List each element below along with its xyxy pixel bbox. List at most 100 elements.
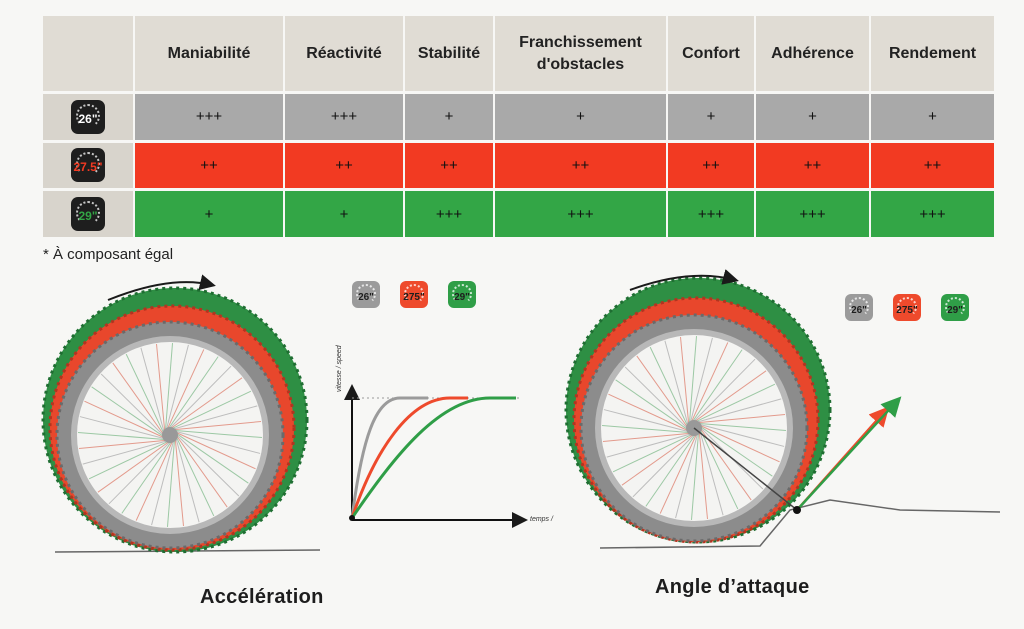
wheel-acceleration-icon [41,274,321,554]
origin-dot [349,515,355,521]
tire-29-tread [41,286,309,554]
spoke [164,342,174,432]
spoke [649,346,689,428]
tire-26-tread [579,313,809,543]
spoke [693,370,767,423]
rotation-arrow-icon [629,269,739,291]
table-cell: +++ [135,94,285,143]
spoke [108,440,172,505]
curve-29 [350,396,516,519]
spoke [166,438,176,528]
spoke [691,349,743,423]
header-maniabilite: Maniabilité [135,16,285,94]
table-cell: +++ [668,191,756,240]
spoke [166,349,205,431]
spoke [175,432,249,484]
spoke [174,430,261,454]
spoke [699,428,739,510]
legend-29-icon: 29" [941,294,969,321]
spoke [690,431,700,521]
spoke [100,373,165,437]
table-cell: + [871,94,996,143]
spoke [698,430,708,520]
tire-275-tread [48,304,296,552]
table-cell: ++ [756,142,871,192]
header-franchissement: Franchissement d'obstacles [495,16,668,94]
spoke [695,398,782,423]
header-confort: Confort [668,16,756,94]
spoke [173,429,263,439]
spoke [175,435,215,517]
x-axis-label: temps / [530,516,553,523]
spoke [612,433,694,473]
spoke [84,400,166,439]
spoke [174,437,184,527]
header-adherence: Adhérence [756,16,871,94]
spoke [615,379,689,431]
spoke [601,424,691,434]
table-cell: ++ [135,142,285,192]
spoke [112,362,165,436]
y-axis-label: vitesse / speed [336,345,343,392]
spokes [601,335,787,521]
spoke [692,358,756,423]
spoke [174,431,256,470]
ground-with-step [599,499,1001,549]
tire-29-tread [564,276,832,544]
spoke [608,393,690,432]
table-cell: +++ [495,191,668,240]
curve-275 [350,396,468,519]
spoke [689,337,713,424]
force-arrow-29-icon [796,396,902,511]
wheel-275-icon: 27.5" [71,148,105,183]
spoke [602,432,692,442]
spoke [697,422,787,432]
spoke [172,421,262,431]
wheel-26-icon: 26" [71,99,105,134]
spoke [156,343,166,433]
header-stabilite: Stabilité [405,16,495,94]
spoke [632,433,696,498]
spoke [659,432,698,514]
contact-point [793,506,801,514]
spoke [170,390,252,430]
header-rendement: Rendement [871,16,996,94]
header-empty [43,16,135,94]
header-reactivite: Réactivité [285,16,405,94]
table-cell: ++ [495,142,668,192]
spoke [135,439,174,521]
spoke [168,365,232,430]
wheel-angle-icon [564,269,1001,549]
spoke [645,433,697,507]
legend-275-icon: 275" [893,294,921,321]
spoke [698,423,785,447]
table-cell: +++ [405,191,495,240]
spoke [690,342,729,424]
spoke [606,433,693,458]
legend-275-icon: 275" [400,281,428,308]
table-cell: + [495,94,668,143]
radius-line [693,427,798,511]
table-cell: + [756,94,871,143]
table-row-26: 26" +++ +++ + + + + + [43,94,996,143]
spoke [694,383,776,423]
spoke [121,440,173,514]
table-row-29: 29" + + +++ +++ +++ +++ +++ [43,191,996,240]
caption-acceleration: Accélération [200,586,324,608]
row-icon-cell: 29" [43,191,135,240]
spoke [171,405,258,430]
table-header-row: Maniabilité Réactivité Stabilité Franchi… [43,16,996,94]
table-cell: ++ [285,142,405,192]
spoke [165,344,189,431]
spoke [97,440,171,493]
spoke [699,425,773,477]
table-cell: ++ [668,142,756,192]
comparison-table: Maniabilité Réactivité Stabilité Franchi… [43,16,996,240]
spoke [175,436,200,523]
spoke [78,439,168,449]
table-cell: ++ [405,142,495,192]
spoke [151,439,175,526]
legend-26-icon: 26" [352,281,380,308]
spoke [88,440,170,480]
